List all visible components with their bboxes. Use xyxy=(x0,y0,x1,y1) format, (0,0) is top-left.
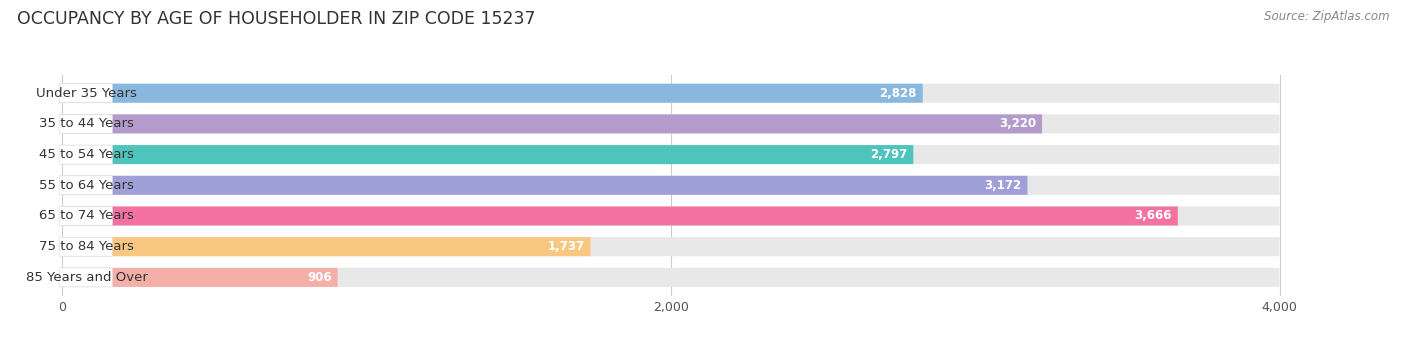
FancyBboxPatch shape xyxy=(62,176,1028,195)
FancyBboxPatch shape xyxy=(62,206,1279,225)
Text: OCCUPANCY BY AGE OF HOUSEHOLDER IN ZIP CODE 15237: OCCUPANCY BY AGE OF HOUSEHOLDER IN ZIP C… xyxy=(17,10,536,28)
Text: 1,737: 1,737 xyxy=(547,240,585,253)
Text: 65 to 74 Years: 65 to 74 Years xyxy=(39,209,135,222)
Text: 85 Years and Over: 85 Years and Over xyxy=(25,271,148,284)
FancyBboxPatch shape xyxy=(62,145,914,164)
FancyBboxPatch shape xyxy=(62,84,1279,103)
FancyBboxPatch shape xyxy=(62,176,1279,195)
Text: 906: 906 xyxy=(307,271,332,284)
Text: Source: ZipAtlas.com: Source: ZipAtlas.com xyxy=(1264,10,1389,23)
FancyBboxPatch shape xyxy=(62,237,1279,256)
FancyBboxPatch shape xyxy=(59,268,112,287)
FancyBboxPatch shape xyxy=(62,84,922,103)
FancyBboxPatch shape xyxy=(62,268,337,287)
Text: 3,220: 3,220 xyxy=(998,117,1036,131)
Text: 35 to 44 Years: 35 to 44 Years xyxy=(39,117,135,131)
FancyBboxPatch shape xyxy=(59,114,112,133)
FancyBboxPatch shape xyxy=(62,206,1178,225)
Text: 75 to 84 Years: 75 to 84 Years xyxy=(39,240,135,253)
Text: 3,666: 3,666 xyxy=(1135,209,1171,222)
FancyBboxPatch shape xyxy=(62,145,1279,164)
FancyBboxPatch shape xyxy=(62,114,1279,133)
Text: 45 to 54 Years: 45 to 54 Years xyxy=(39,148,135,161)
FancyBboxPatch shape xyxy=(59,206,112,225)
Text: Under 35 Years: Under 35 Years xyxy=(37,87,138,100)
FancyBboxPatch shape xyxy=(62,268,1279,287)
Text: 3,172: 3,172 xyxy=(984,179,1021,192)
FancyBboxPatch shape xyxy=(59,145,112,164)
Text: 2,828: 2,828 xyxy=(879,87,917,100)
FancyBboxPatch shape xyxy=(62,114,1042,133)
FancyBboxPatch shape xyxy=(59,176,112,195)
Text: 2,797: 2,797 xyxy=(870,148,907,161)
FancyBboxPatch shape xyxy=(59,237,112,256)
Text: 55 to 64 Years: 55 to 64 Years xyxy=(39,179,135,192)
FancyBboxPatch shape xyxy=(62,237,591,256)
FancyBboxPatch shape xyxy=(59,84,112,103)
